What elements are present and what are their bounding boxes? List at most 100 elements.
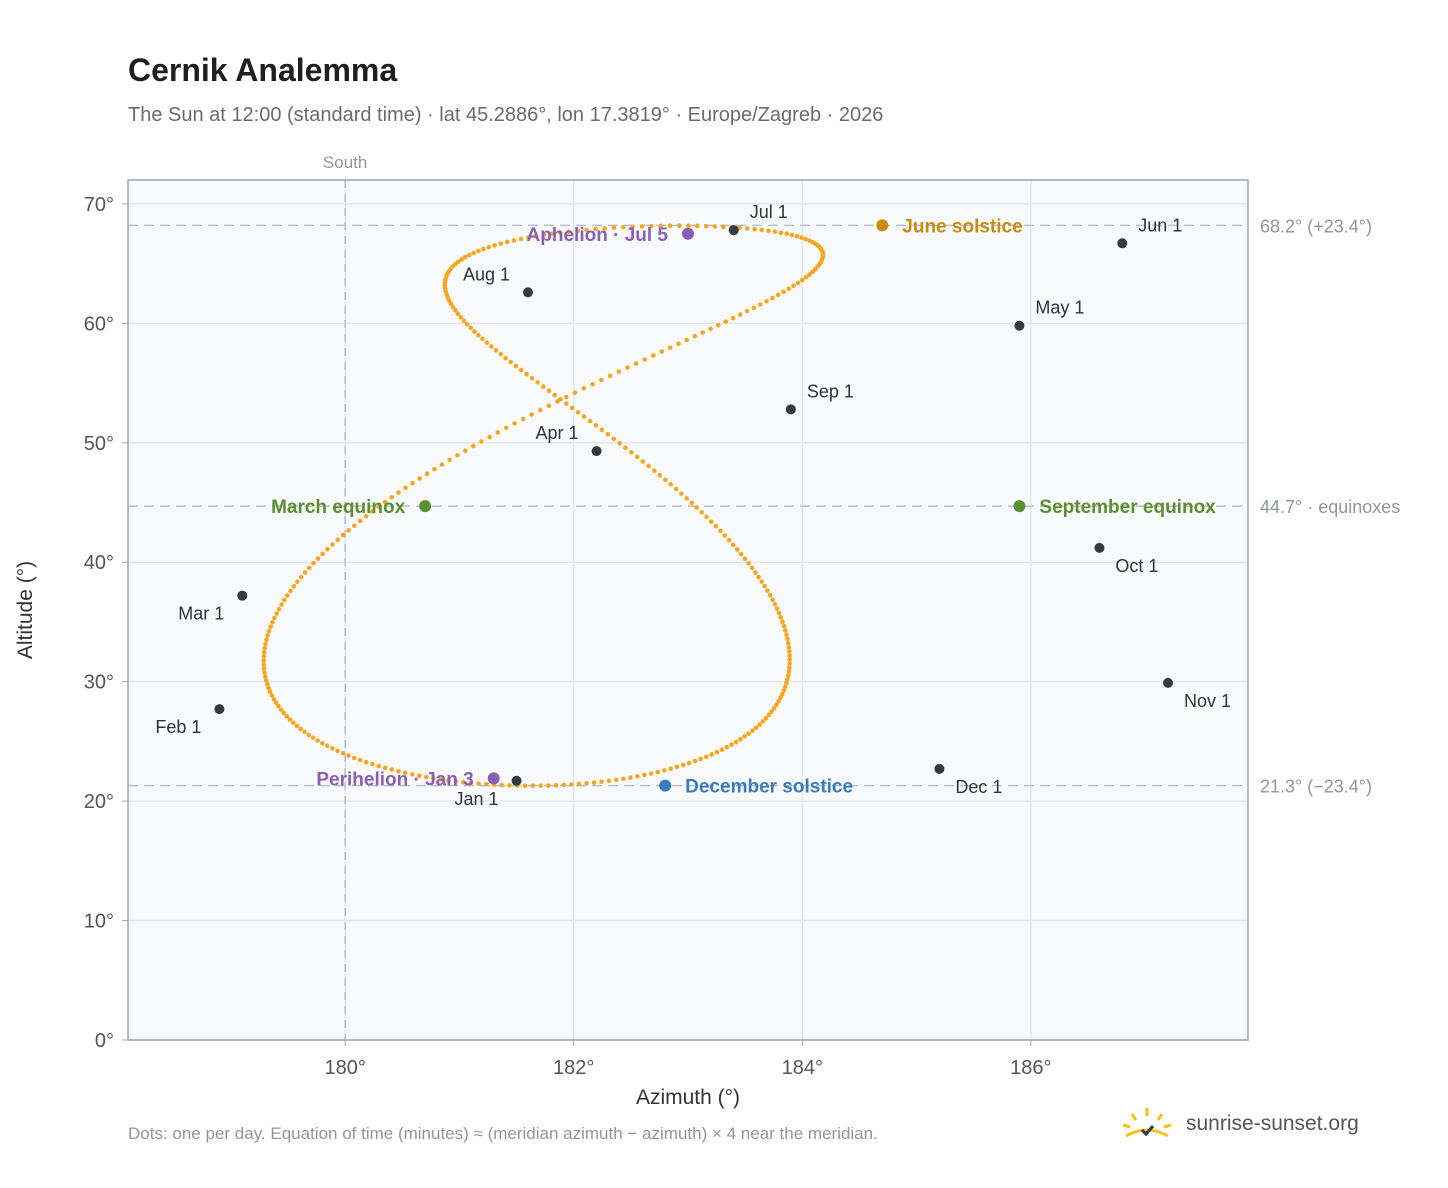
daily-dot bbox=[507, 783, 512, 788]
daily-dot bbox=[781, 289, 786, 295]
daily-dot bbox=[649, 223, 654, 229]
daily-dot bbox=[742, 734, 747, 739]
daily-dot bbox=[498, 241, 504, 246]
daily-dot bbox=[416, 773, 422, 779]
daily-dot bbox=[376, 763, 381, 769]
daily-dot bbox=[471, 250, 476, 256]
event-marker bbox=[876, 219, 889, 232]
daily-dot bbox=[472, 329, 477, 334]
daily-dot bbox=[484, 340, 490, 345]
daily-dot bbox=[776, 699, 781, 704]
daily-dot bbox=[787, 649, 792, 654]
daily-dot bbox=[382, 499, 388, 505]
daily-dot bbox=[781, 688, 787, 693]
month-label: Sep 1 bbox=[807, 381, 854, 401]
daily-dot bbox=[575, 409, 581, 415]
reference-lines: South 68.2° (+23.4°) 44.7° · equinoxes 21.3… bbox=[128, 153, 1400, 1040]
daily-dot bbox=[757, 722, 762, 727]
brand[interactable]: sunrise-sunset.org bbox=[1120, 1102, 1359, 1146]
daily-dot bbox=[351, 523, 357, 528]
daily-dot bbox=[667, 223, 673, 229]
daily-dot bbox=[549, 231, 555, 237]
daily-dot bbox=[634, 454, 640, 460]
daily-dot bbox=[667, 345, 673, 350]
daily-dot bbox=[376, 504, 381, 510]
daily-dot bbox=[785, 640, 791, 646]
daily-dot bbox=[302, 729, 307, 735]
daily-dot bbox=[662, 768, 667, 773]
daily-dot bbox=[803, 236, 808, 242]
daily-dot bbox=[363, 513, 369, 519]
daily-dot bbox=[462, 254, 468, 260]
daily-dot bbox=[552, 392, 557, 398]
event-label: Aphelion · Jul 5 bbox=[527, 225, 669, 246]
daily-dot bbox=[766, 228, 771, 234]
daily-dot bbox=[261, 662, 267, 668]
event-label: Perihelion · Jan 3 bbox=[316, 769, 473, 790]
daily-dot bbox=[719, 747, 725, 752]
daily-dot bbox=[703, 754, 709, 760]
daily-dot bbox=[529, 412, 534, 417]
daily-dot bbox=[520, 416, 526, 422]
event-marker bbox=[1013, 500, 1026, 513]
daily-dot bbox=[288, 588, 293, 594]
daily-dot bbox=[807, 272, 812, 277]
daily-dot bbox=[558, 396, 563, 402]
daily-dot bbox=[310, 735, 316, 741]
daily-dot bbox=[315, 738, 320, 743]
daily-dot bbox=[389, 767, 395, 772]
daily-dot bbox=[265, 682, 270, 687]
month-marker bbox=[728, 225, 739, 236]
event-markers: March equinox June solstice September equi… bbox=[271, 216, 1216, 797]
daily-dot bbox=[563, 394, 569, 400]
month-marker bbox=[1094, 542, 1105, 553]
daily-dot bbox=[646, 463, 651, 469]
daily-dot bbox=[584, 227, 589, 233]
daily-dot bbox=[487, 434, 492, 440]
daily-dot bbox=[784, 231, 790, 237]
daily-dot bbox=[628, 775, 633, 780]
daily-dot bbox=[504, 239, 510, 245]
reference-line-label: 21.3° (−23.4°) bbox=[1260, 777, 1372, 797]
daily-dot bbox=[540, 384, 546, 389]
month-label: Jan 1 bbox=[455, 789, 499, 809]
daily-dot bbox=[642, 357, 648, 362]
daily-dot bbox=[537, 407, 543, 413]
daily-dot bbox=[315, 556, 321, 561]
daily-dot bbox=[621, 776, 626, 782]
daily-dot bbox=[630, 224, 635, 230]
daily-dot bbox=[699, 509, 705, 515]
daily-dot bbox=[483, 781, 489, 787]
daily-dot bbox=[261, 666, 267, 672]
daily-dot bbox=[311, 560, 316, 566]
daily-dot bbox=[499, 782, 504, 788]
daily-dot bbox=[261, 658, 267, 663]
daily-dot bbox=[765, 588, 770, 593]
daily-dot bbox=[468, 325, 474, 331]
daily-dot bbox=[291, 720, 296, 726]
sunrise-logo-icon bbox=[1122, 1108, 1172, 1138]
daily-dot bbox=[370, 761, 375, 767]
daily-dot bbox=[599, 779, 604, 785]
daily-dot bbox=[270, 620, 275, 625]
daily-dot bbox=[704, 514, 709, 520]
daily-dot bbox=[684, 337, 690, 343]
daily-dot bbox=[692, 333, 698, 339]
daily-dot bbox=[285, 593, 290, 598]
daily-dot bbox=[476, 332, 481, 338]
daily-dot bbox=[781, 623, 787, 629]
daily-dot bbox=[530, 783, 536, 789]
daily-dot bbox=[575, 228, 580, 234]
event-label: September equinox bbox=[1039, 497, 1216, 518]
daily-dot bbox=[410, 480, 415, 486]
daily-dot bbox=[396, 490, 401, 495]
y-tick-label: 60° bbox=[84, 313, 114, 335]
daily-dot bbox=[298, 574, 304, 580]
daily-dot bbox=[658, 223, 664, 229]
daily-dot bbox=[262, 674, 268, 679]
daily-dot bbox=[455, 452, 460, 458]
daily-dot bbox=[271, 696, 277, 702]
daily-dot bbox=[806, 238, 812, 243]
daily-dot bbox=[787, 665, 792, 670]
